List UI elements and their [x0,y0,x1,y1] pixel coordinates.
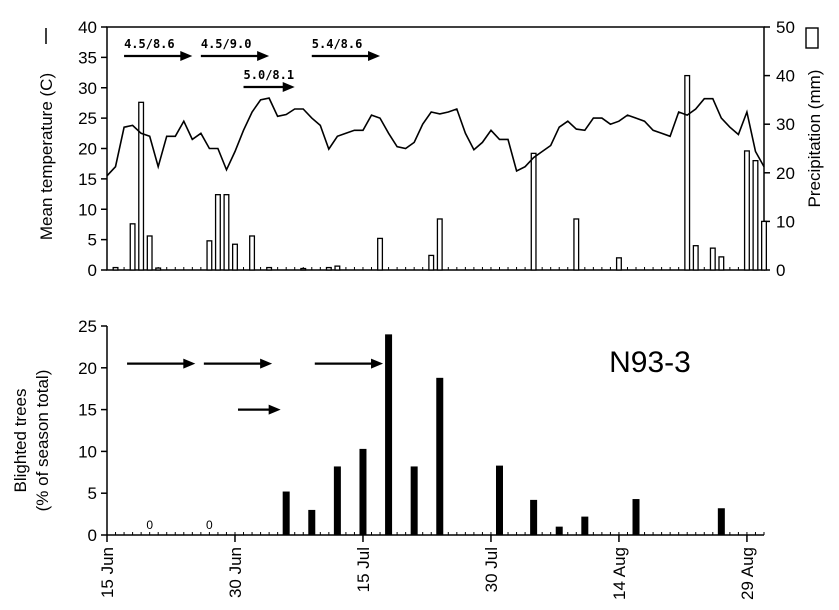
precipitation-bar [718,256,725,271]
blighted-trees-bar [555,526,563,535]
left-y-tick-label: 25 [78,109,97,128]
date-tick-label: 29 Aug [738,547,757,600]
bottom-period-arrow-head [260,358,273,369]
precipitation-bar [436,218,443,271]
blighted-trees-bar [410,466,418,535]
precipitation-bar [325,266,332,271]
period-arrow-head [282,82,295,92]
left-y-tick-label: 20 [78,140,97,159]
period-arrow-head [180,51,193,61]
right-y-tick-label: 20 [776,164,795,183]
precipitation-bar [684,74,691,271]
period-annotation-label: 4.5/8.6 [124,37,175,51]
precipitation-bar [214,194,221,271]
precipitation-bar [129,223,136,271]
top-plot-frame [106,26,765,271]
bottom-y-tick-label: 20 [78,359,97,378]
right-y-tick-label: 50 [776,18,795,37]
date-tick-label: 14 Aug [610,547,629,600]
right-y-tick-label: 30 [776,115,795,134]
precipitation-bar [573,218,580,271]
date-tick-label: 30 Jun [226,547,245,598]
left-y-tick-label: 40 [78,18,97,37]
period-arrow-head [257,51,270,61]
precipitation-bar [334,265,341,271]
precipitation-bar [752,159,759,271]
precipitation-bar [300,267,307,271]
bottom-period-arrow-head [268,404,281,415]
bottom-y-axis-title-line2: (% of season total) [33,370,52,512]
date-tick-label: 15 Jul [354,547,373,592]
blighted-trees-bar [717,508,725,535]
bottom-y-tick-label: 0 [88,526,97,545]
right-y-axis-title: Precipitation (mm) [805,70,824,208]
precipitation-bar [709,247,716,271]
left-y-tick-label: 35 [78,48,97,67]
blighted-trees-bar [333,466,341,535]
period-annotation-label: 5.4/8.6 [312,37,363,51]
zero-value-label: 0 [206,518,213,532]
precipitation-bar [155,267,162,271]
precipitation-bar [615,257,622,271]
precipitation-bar [743,150,750,271]
left-y-tick-label: 5 [88,231,97,250]
blighted-trees-bar [436,377,444,535]
left-y-tick-label: 10 [78,200,97,219]
period-arrow-head [368,51,381,61]
bottom-y-tick-label: 15 [78,401,97,420]
precipitation-bar [231,243,238,271]
precipitation-legend-box [805,27,819,49]
bottom-y-tick-label: 25 [78,317,97,336]
left-y-tick-label: 0 [88,261,97,280]
blighted-trees-bar [530,499,538,535]
period-annotation-label: 4.5/9.0 [201,37,252,51]
date-tick-label: 15 Jun [98,547,117,598]
blighted-trees-bar [359,448,367,535]
blighted-trees-bar [282,491,290,535]
blighted-trees-bar [385,334,393,535]
bottom-y-tick-label: 10 [78,442,97,461]
blighted-trees-bar [632,499,640,535]
period-annotation-label: 5.0/8.1 [244,68,295,82]
bottom-panel: 0 5 10 15 20 25 0 0 N93-3 Blighted trees (% of sea… [11,317,765,600]
right-y-tick-label: 0 [776,261,785,280]
panel-label: N93-3 [609,346,691,379]
blighted-trees-bar [495,465,503,535]
bottom-y-tick-label: 5 [88,484,97,503]
bottom-y-axis-title-line1: Blighted trees [11,389,30,493]
left-y-tick-label: 15 [78,170,97,189]
bottom-period-arrow-head [371,358,384,369]
precipitation-bar [530,152,537,271]
precipitation-bar [249,235,256,271]
precipitation-bar [206,240,213,271]
precipitation-bar [266,266,273,271]
date-tick-label: 30 Jul [482,547,501,592]
precipitation-bar [112,266,119,271]
precipitation-bar [692,245,699,271]
precipitation-bar [138,101,145,271]
temperature-line [106,97,765,177]
precipitation-bar [761,220,767,271]
left-y-tick-label: 30 [78,79,97,98]
zero-value-label: 0 [146,518,153,532]
left-y-axis-title: Mean temperature (C) [37,73,56,240]
precipitation-bar [428,254,435,271]
precipitation-bar [377,237,384,271]
right-y-tick-label: 40 [776,67,795,86]
blighted-trees-bar [308,509,316,535]
top-panel: 0 5 10 15 20 25 30 35 40 0 10 20 30 40 50 4.5/8.6 4.5/9.… [37,18,824,280]
precipitation-bar [146,235,153,271]
bottom-period-arrow-head [183,358,196,369]
blighted-trees-bar [581,516,589,535]
precipitation-bar [223,194,230,271]
right-y-tick-label: 10 [776,212,795,231]
